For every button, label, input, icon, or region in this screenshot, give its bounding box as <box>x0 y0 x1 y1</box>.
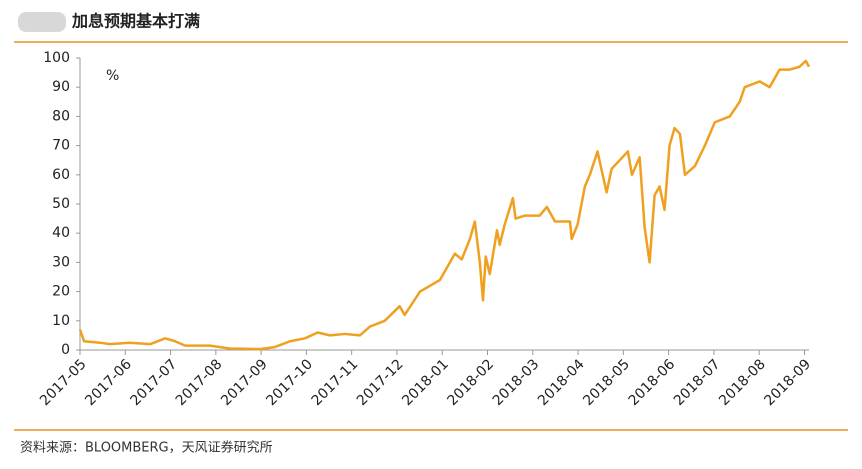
y-tick-label: 20 <box>52 284 70 300</box>
x-tick-label: 2018-01 <box>399 356 452 409</box>
source: 资料来源：BLOOMBERG，天风证券研究所 <box>20 440 273 456</box>
y-tick-label: 80 <box>52 108 70 124</box>
y-tick-label: 40 <box>52 225 70 241</box>
x-tick-label: 2017-07 <box>128 356 181 409</box>
x-tick-label: 2018-03 <box>490 356 543 409</box>
x-tick-label: 2017-12 <box>354 356 407 409</box>
blurred-logo <box>18 12 66 32</box>
x-tick-label: 2018-06 <box>626 356 679 409</box>
x-tick-label: 2018-09 <box>761 356 814 409</box>
y-tick-label: 0 <box>61 342 70 358</box>
y-tick-label: 70 <box>52 138 70 154</box>
chart-title: 加息预期基本打满 <box>71 12 200 31</box>
x-tick-label: 2018-07 <box>671 356 724 409</box>
y-tick-label: 100 <box>43 50 70 66</box>
x-tick-label: 2017-08 <box>173 356 226 409</box>
y-tick-label: 30 <box>52 254 70 270</box>
x-tick-label: 2017-05 <box>37 356 90 409</box>
x-tick-label: 2017-10 <box>263 356 316 409</box>
x-tick-label: 2017-06 <box>82 356 135 409</box>
line <box>78 59 811 351</box>
x-tick-label: 2017-09 <box>218 356 271 409</box>
y-tick-label: 90 <box>52 79 70 95</box>
y-tick-label: 10 <box>52 313 70 329</box>
x-tick-label: 2018-04 <box>535 356 588 409</box>
y-tick-label: 60 <box>52 167 70 183</box>
unit-label: % <box>106 68 119 84</box>
x-tick-label: 2018-02 <box>444 356 497 409</box>
x-tick-label: 2018-05 <box>580 356 633 409</box>
x-tick-label: 2018-08 <box>716 356 769 409</box>
x-tick-label: 2017-11 <box>309 356 362 409</box>
y-tick-label: 50 <box>52 196 70 212</box>
